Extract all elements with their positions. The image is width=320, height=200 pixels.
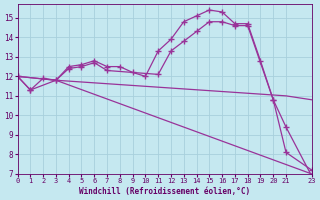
X-axis label: Windchill (Refroidissement éolien,°C): Windchill (Refroidissement éolien,°C): [79, 187, 250, 196]
